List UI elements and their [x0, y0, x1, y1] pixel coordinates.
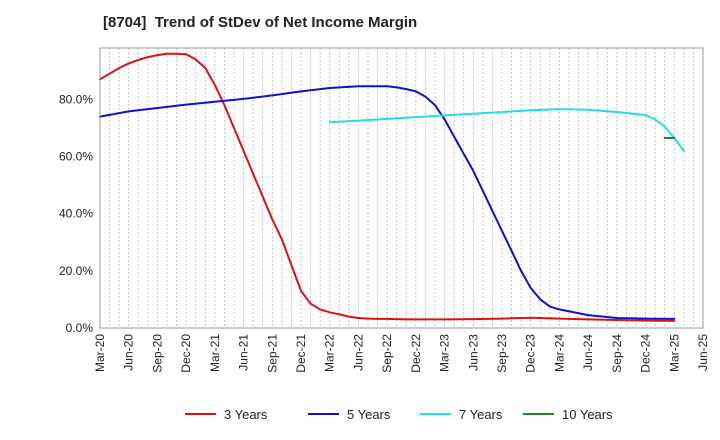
x-tick-label: Sep-21	[265, 334, 279, 373]
x-tick-label: Sep-23	[495, 334, 509, 373]
x-tick-label: Jun-22	[351, 334, 365, 371]
x-tick-label: Sep-20	[150, 334, 164, 373]
x-tick-label: Mar-25	[667, 334, 681, 372]
legend-label-10-years: 10 Years	[562, 407, 613, 422]
x-tick-label: Dec-22	[409, 334, 423, 373]
x-tick-label: Jun-25	[696, 334, 710, 371]
grid-layer	[109, 48, 694, 328]
y-tick-label: 80.0%	[59, 92, 93, 106]
x-tick-label: Mar-20	[93, 334, 107, 372]
y-tick-label: 40.0%	[59, 207, 93, 221]
axis-layer: Mar-20 Jun-20 Sep-20 Dec-20 Mar-21 Jun-21 Sep-…	[59, 47, 710, 373]
x-tick-label: Mar-22	[323, 334, 337, 372]
x-tick-label: Jun-21	[237, 334, 251, 371]
plot-frame	[99, 47, 704, 329]
x-tick-label: Jun-23	[466, 334, 480, 371]
legend-layer: 3 Years 5 Years 7 Years 10 Years	[185, 407, 613, 422]
x-tick-label: Mar-24	[552, 334, 566, 372]
series-line-7-years	[328, 108, 685, 152]
x-tick-label: Mar-23	[438, 334, 452, 372]
x-tick-label: Dec-20	[179, 334, 193, 373]
legend-label-7-years: 7 Years	[459, 407, 503, 422]
x-tick-label: Mar-21	[208, 334, 222, 372]
x-tick-label: Dec-21	[294, 334, 308, 373]
y-tick-label: 0.0%	[66, 321, 94, 335]
x-tick-label: Sep-24	[610, 334, 624, 373]
x-tick-label: Sep-22	[380, 334, 394, 373]
legend-label-5-years: 5 Years	[347, 407, 391, 422]
series-line-3-years	[99, 52, 676, 322]
x-tick-label: Dec-24	[639, 334, 653, 373]
chart-title: [8704] Trend of StDev of Net Income Marg…	[103, 14, 418, 31]
x-tick-label: Dec-23	[524, 334, 538, 373]
series-line-5-years	[99, 85, 676, 320]
legend-label-3-years: 3 Years	[224, 407, 268, 422]
y-tick-label: 60.0%	[59, 150, 93, 164]
y-tick-label: 20.0%	[59, 264, 93, 278]
series-layer	[99, 52, 685, 322]
x-tick-label: Jun-24	[581, 334, 595, 371]
x-tick-label: Jun-20	[122, 334, 136, 371]
